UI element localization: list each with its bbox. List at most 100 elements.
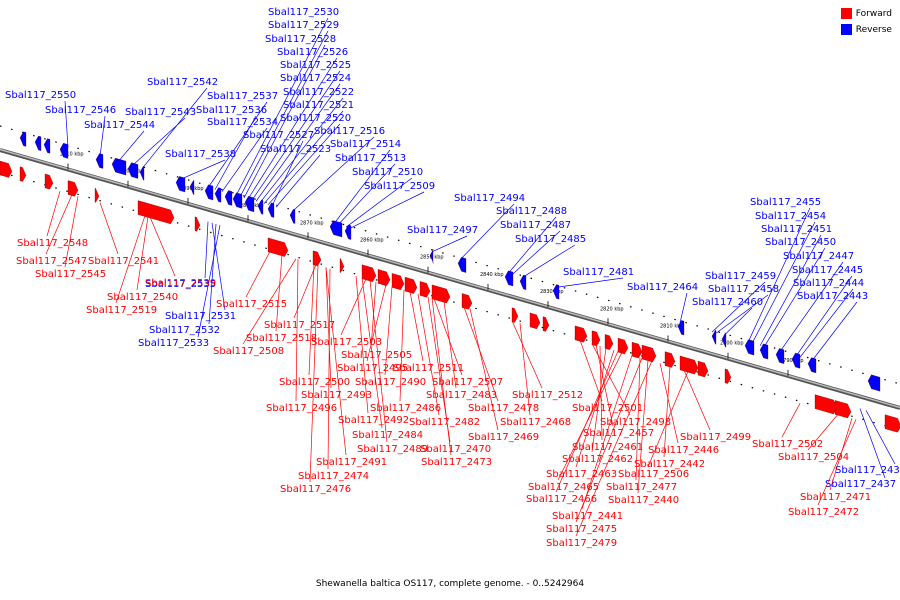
forward-gene-label: Sbal117_2489 [357, 444, 428, 455]
leader-line [349, 191, 425, 229]
reverse-gene-label: Sbal117_2451 [761, 224, 832, 235]
forward-gene [574, 325, 588, 343]
reverse-gene-label: Sbal117_2535 [145, 279, 216, 290]
reverse-gene-label: Sbal117_2524 [280, 73, 351, 84]
reverse-gene-label: Sbal117_2488 [496, 206, 567, 217]
forward-gene [542, 316, 550, 332]
forward-gene-label: Sbal117_2465 [528, 482, 599, 493]
reverse-gene-label: Sbal117_2464 [627, 282, 698, 293]
kbp-tick-label: 2830 kbp [540, 289, 564, 295]
forward-gene [19, 166, 27, 182]
legend-forward-label: Forward [855, 8, 892, 19]
reverse-gene-label: Sbal117_2513 [335, 153, 406, 164]
forward-gene-label: Sbal117_2463 [546, 469, 617, 480]
leader-line [221, 127, 268, 192]
reverse-gene-label: Sbal117_2543 [125, 107, 196, 118]
reverse-gene-label: Sbal117_2550 [5, 90, 76, 101]
kbp-tick-label: 2840 kbp [480, 272, 504, 278]
forward-gene-label: Sbal117_2478 [468, 403, 539, 414]
leader-line [235, 17, 329, 196]
reverse-gene-label: Sbal117_2525 [280, 60, 351, 71]
forward-gene-label: Sbal117_2486 [370, 403, 441, 414]
leader-line [99, 115, 106, 157]
kbp-tick-label: 2790 kbp [780, 358, 804, 364]
forward-gene [312, 250, 322, 267]
leader-line [781, 403, 801, 438]
forward-gene-label: Sbal117_2483 [426, 390, 497, 401]
leader-line [591, 347, 607, 453]
leader-line [679, 292, 688, 324]
reverse-gene-label: Sbal117_2459 [705, 271, 776, 282]
forward-gene-label: Sbal117_2469 [468, 432, 539, 443]
leader-line [136, 216, 149, 291]
leader-line [507, 216, 557, 274]
leader-line [308, 263, 315, 376]
leader-line [443, 301, 457, 389]
leader-line [469, 308, 499, 431]
forward-gene-label: Sbal117_2517 [264, 320, 335, 331]
legend-reverse: Reverse [840, 24, 892, 35]
reverse-gene [504, 270, 514, 287]
reverse-gene-label: Sbal117_2481 [563, 267, 634, 278]
reverse-gene [43, 138, 51, 154]
forward-gene-label: Sbal117_2496 [266, 403, 337, 414]
forward-gene [267, 237, 289, 257]
reverse-gene-label: Sbal117_2443 [797, 291, 868, 302]
forward-gene [44, 173, 54, 190]
reverse-gene [34, 135, 42, 151]
reverse-gene-label: Sbal117_2487 [500, 220, 571, 231]
leader-line [575, 360, 653, 537]
leader-line [251, 70, 341, 201]
reverse-gene [329, 220, 343, 238]
reverse-gene [204, 184, 214, 201]
reverse-gene [344, 224, 352, 240]
reverse-gene-label: Sbal117_2546 [45, 105, 116, 116]
forward-gene-label: Sbal117_2540 [107, 292, 178, 303]
forward-gene-label: Sbal117_2461 [572, 442, 643, 453]
leader-line [291, 136, 375, 212]
leader-line [635, 357, 641, 481]
forward-gene-label: Sbal117_2442 [634, 459, 705, 470]
forward-gene [884, 414, 900, 433]
reverse-gene-label: Sbal117_2544 [84, 120, 155, 131]
leader-line [115, 215, 146, 304]
leader-line [511, 320, 543, 389]
reverse-gene [95, 153, 104, 169]
reverse-gene [111, 157, 127, 176]
leader-line [417, 293, 440, 416]
forward-gene-label: Sbal117_2472 [788, 507, 859, 518]
reverse-gene [289, 208, 296, 224]
reverse-gene-label: Sbal117_2523 [260, 144, 331, 155]
caption: Shewanella baltica OS117, complete genom… [315, 579, 585, 589]
leader-line [355, 276, 369, 414]
reverse-gene [807, 357, 817, 374]
forward-gene [339, 258, 345, 273]
leader-line [325, 267, 347, 456]
forward-gene-label: Sbal117_2477 [606, 482, 677, 493]
leader-line [599, 345, 603, 441]
leader-line [807, 414, 839, 451]
forward-gene-label: Sbal117_2503 [311, 337, 382, 348]
forward-gene-label: Sbal117_2471 [800, 492, 871, 503]
leader-line [275, 154, 321, 208]
forward-gene [94, 188, 100, 203]
leader-line [659, 363, 679, 444]
forward-gene [67, 180, 79, 197]
leader-line [751, 221, 816, 344]
forward-gene [617, 337, 629, 355]
forward-gene-label: Sbal117_2474 [298, 471, 369, 482]
forward-gene-label: Sbal117_2446 [648, 445, 719, 456]
leader-line [799, 288, 854, 358]
forward-gene-label: Sbal117_2511 [393, 363, 464, 374]
leader-line [271, 140, 304, 207]
leader-line [581, 355, 633, 510]
legend-reverse-label: Reverse [855, 24, 892, 35]
leader-line [521, 244, 576, 278]
leader-line [463, 306, 499, 402]
forward-gene-label: Sbal117_2512 [512, 390, 583, 401]
forward-gene [641, 344, 657, 363]
forward-gene [724, 368, 732, 384]
leader-line [214, 115, 257, 190]
leader-line [46, 191, 61, 237]
